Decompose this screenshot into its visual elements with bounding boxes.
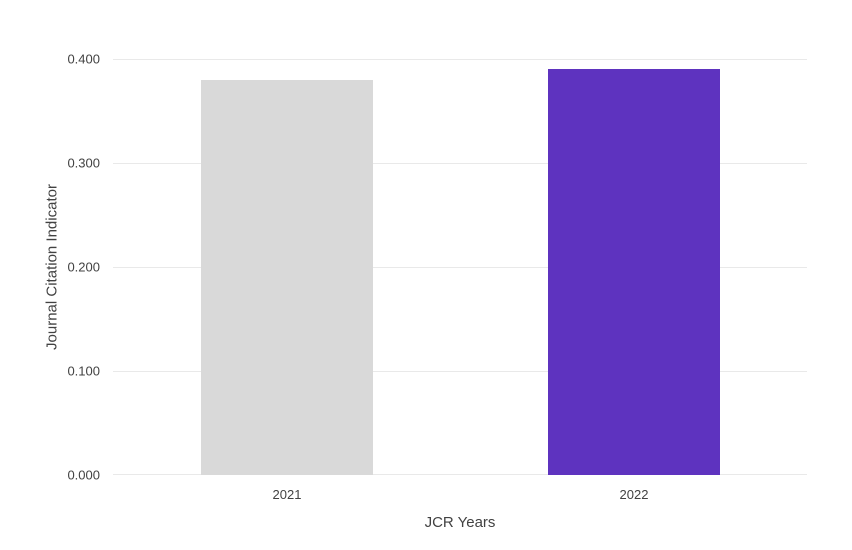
y-tick-label: 0.400 xyxy=(67,51,100,67)
x-tick-label: 2021 xyxy=(272,487,302,502)
y-tick-label: 0.000 xyxy=(67,467,100,483)
gridline xyxy=(113,59,807,60)
gridline xyxy=(113,163,807,164)
x-axis-title: JCR Years xyxy=(424,514,496,531)
y-axis-ticks: 0.000 0.100 0.200 0.300 0.400 xyxy=(0,52,100,483)
gridline xyxy=(113,474,807,475)
y-tick-label: 0.100 xyxy=(67,363,100,379)
y-tick-label: 0.200 xyxy=(67,259,100,275)
x-tick-label: 2022 xyxy=(619,487,649,502)
gridline xyxy=(113,267,807,268)
plot-area xyxy=(113,59,807,475)
bar-2022[interactable] xyxy=(548,69,720,475)
bar-2021[interactable] xyxy=(201,80,373,475)
y-tick-label: 0.300 xyxy=(67,155,100,171)
x-axis-ticks: 2021 2022 xyxy=(113,475,807,503)
gridline xyxy=(113,371,807,372)
